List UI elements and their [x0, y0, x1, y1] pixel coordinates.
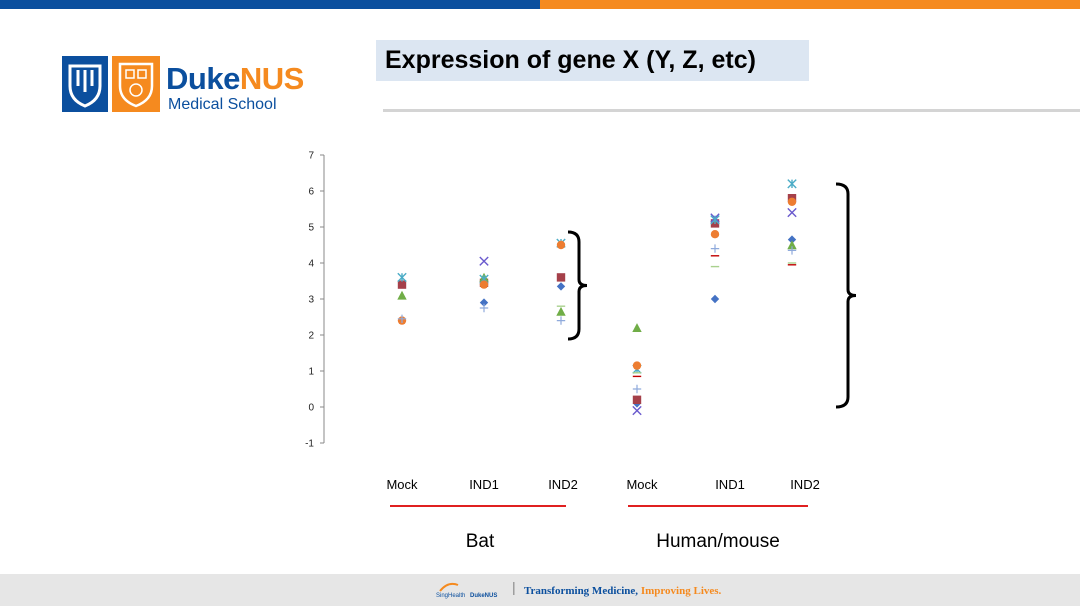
x-category-label: IND1	[469, 477, 499, 492]
data-point-diamond	[787, 235, 797, 244]
y-tick-label: 3	[308, 295, 314, 306]
data-point-square	[556, 273, 566, 282]
bracket-bat	[567, 230, 588, 341]
data-point-plus	[710, 244, 720, 253]
x-category-label: Mock	[626, 477, 658, 492]
footer-logo-text-a: SingHealth	[436, 593, 465, 599]
data-point-triangle	[556, 306, 566, 316]
x-category-label: IND1	[715, 477, 745, 492]
data-point-diamond	[479, 298, 489, 307]
bracket-human-mouse	[835, 182, 857, 409]
data-point-plus	[787, 246, 797, 255]
y-tick-label: -1	[305, 439, 314, 450]
duke-shield-icon	[62, 56, 108, 112]
data-point-plus	[397, 314, 407, 323]
group-label-bat: Bat	[465, 531, 495, 552]
data-point-circle	[787, 197, 797, 206]
y-tick-label: 0	[308, 403, 314, 414]
footer-bar: SingHealth DukeNUS | Transforming Medici…	[0, 574, 1080, 606]
title-divider	[383, 109, 1080, 112]
top-bar-orange	[540, 0, 1080, 9]
x-category-label: IND2	[790, 477, 820, 492]
data-point-triangle	[632, 323, 642, 332]
data-point-diamond	[556, 282, 566, 291]
y-tick-label: 7	[308, 151, 314, 162]
footer-tagline: Transforming Medicine, Improving Lives.	[524, 585, 722, 597]
logo-wordmark: DukeNUS	[166, 61, 304, 96]
data-point-triangle	[787, 240, 797, 250]
x-category-label: IND2	[548, 477, 578, 492]
y-tick-label: 2	[308, 331, 314, 342]
x-category-label: Mock	[386, 477, 418, 492]
logo-subtitle: Medical School	[168, 96, 277, 113]
group-underline-human	[628, 505, 808, 507]
group-underline-bat	[390, 505, 566, 507]
data-point-circle	[710, 230, 720, 239]
data-point-asterisk	[787, 179, 797, 189]
data-point-circle	[556, 240, 566, 250]
data-point-square	[632, 395, 642, 404]
data-point-plus	[632, 384, 642, 394]
data-point-square	[397, 280, 407, 289]
data-point-triangle	[397, 290, 407, 300]
y-tick-label: 4	[308, 259, 314, 270]
data-point-x	[632, 405, 642, 416]
footer-separator: |	[512, 579, 516, 595]
y-tick-label: 5	[308, 223, 314, 234]
top-bar-blue	[0, 0, 540, 9]
footer-logo-text-b: DukeNUS	[470, 593, 497, 599]
data-point-circle	[479, 280, 489, 289]
y-tick-label: 6	[308, 187, 314, 198]
data-point-asterisk	[397, 272, 407, 283]
data-point-x	[479, 256, 489, 266]
data-point-circle	[632, 361, 642, 370]
nus-crest-icon	[112, 56, 160, 112]
data-point-asterisk	[710, 215, 720, 225]
expression-scatter-chart: -1 0 1 2 3 4 5 6 7	[305, 151, 857, 450]
data-point-plus	[479, 303, 489, 313]
y-tick-label: 1	[308, 367, 314, 378]
data-point-diamond	[710, 294, 720, 304]
slide-title: Expression of gene X (Y, Z, etc)	[376, 40, 809, 81]
data-point-x	[787, 207, 797, 218]
duke-nus-logo: DukeNUS Medical School	[62, 56, 324, 114]
footer-logo: SingHealth DukeNUS	[436, 581, 506, 599]
data-point-plus	[556, 316, 566, 325]
group-label-human: Human/mouse	[656, 531, 780, 552]
